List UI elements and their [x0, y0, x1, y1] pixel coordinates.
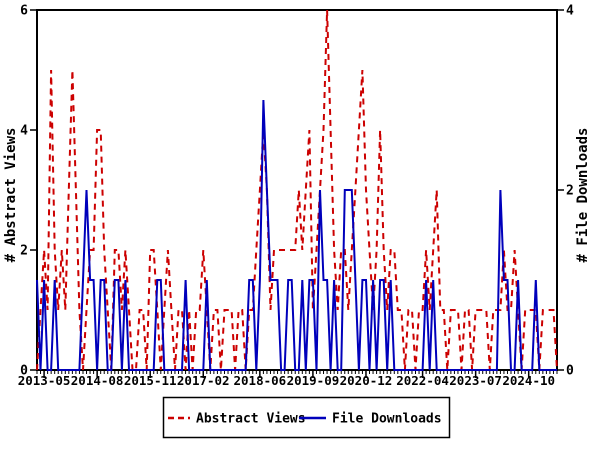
y-left-tick-label: 2 [20, 244, 28, 259]
plot-content: 2013-05 2014-08 2015-11 2017-02 2018-06 2019-… [18, 4, 574, 389]
legend-file-downloads-label: File Downloads [332, 412, 442, 427]
x-tick-label: 2014-08 [71, 373, 124, 388]
x-tick-label: 2019-09 [287, 373, 340, 388]
y-left-tick-label: 0 [20, 364, 28, 379]
x-tick-label: 2023-07 [449, 373, 502, 388]
y-right-tick-label: 0 [566, 364, 574, 379]
left-axis-title: # Abstract Views [3, 128, 19, 263]
x-tick-label: 2024-10 [502, 373, 555, 388]
x-tick-label: 2015-11 [124, 373, 177, 388]
series-abstract-views [36, 9, 558, 371]
x-tick-label: 2013-05 [18, 373, 71, 388]
legend: Abstract Views File Downloads [162, 396, 451, 439]
y-right-tick-label: 2 [566, 184, 574, 199]
right-axis-title: # File Downloads [575, 128, 591, 263]
legend-abstract-views-label: Abstract Views [196, 412, 306, 427]
x-tick-label: 2017-02 [177, 373, 230, 388]
x-tick-label: 2018-06 [234, 373, 287, 388]
series-file-downloads [36, 99, 557, 371]
x-tick-label: 2020-12 [340, 373, 393, 388]
y-left-tick-label: 4 [20, 124, 28, 139]
plot-border [36, 9, 558, 371]
y-right-tick-label: 4 [566, 4, 574, 19]
x-tick-label: 2022-04 [396, 373, 449, 388]
y-left-tick-label: 6 [20, 4, 28, 19]
